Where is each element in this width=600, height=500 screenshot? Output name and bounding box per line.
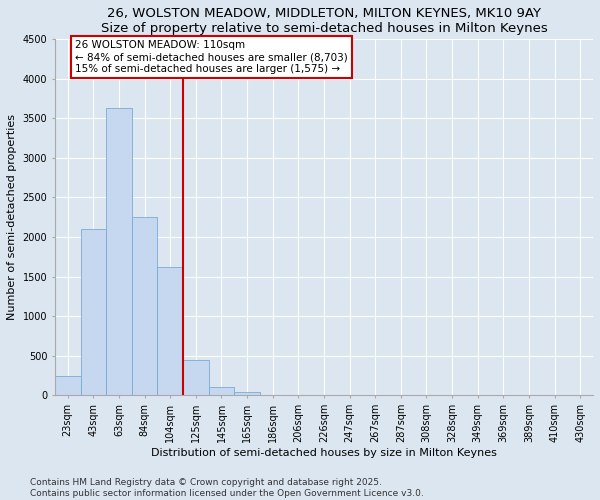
Y-axis label: Number of semi-detached properties: Number of semi-detached properties (7, 114, 17, 320)
Bar (132, 217, 157, 396)
Bar (80, 229, 106, 396)
Text: Contains HM Land Registry data © Crown copyright and database right 2025.
Contai: Contains HM Land Registry data © Crown c… (30, 478, 424, 498)
Bar (55, 376, 80, 396)
Bar (183, 360, 209, 396)
Text: 26 WOLSTON MEADOW: 110sqm
← 84% of semi-detached houses are smaller (8,703)
15% : 26 WOLSTON MEADOW: 110sqm ← 84% of semi-… (76, 40, 348, 74)
Bar (209, 387, 234, 396)
X-axis label: Distribution of semi-detached houses by size in Milton Keynes: Distribution of semi-detached houses by … (151, 448, 497, 458)
Bar (157, 266, 183, 396)
Bar (106, 108, 132, 396)
Title: 26, WOLSTON MEADOW, MIDDLETON, MILTON KEYNES, MK10 9AY
Size of property relative: 26, WOLSTON MEADOW, MIDDLETON, MILTON KE… (101, 7, 547, 35)
Bar (234, 392, 260, 396)
